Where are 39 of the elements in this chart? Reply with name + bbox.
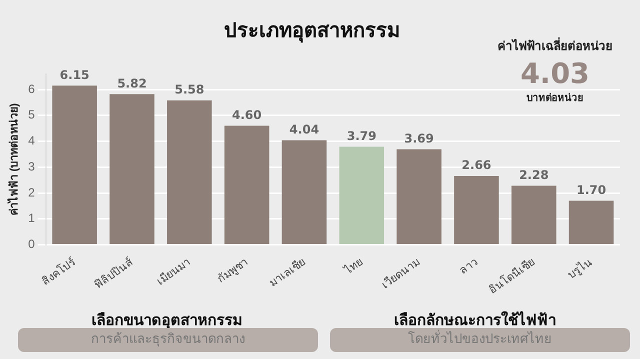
- bar: [52, 86, 97, 244]
- data-label: 6.15: [60, 68, 90, 82]
- text: ค่าไฟฟ้าเฉลี่ยต่อหน่วย: [496, 36, 614, 55]
- bar: [568, 200, 614, 244]
- data-label: 4.04: [289, 122, 320, 136]
- bar: [454, 176, 499, 244]
- y-tick-label: 4: [28, 134, 36, 148]
- y-tick-label: 5: [28, 108, 36, 122]
- y-tick-label: 0: [28, 237, 36, 252]
- bar: [282, 140, 327, 244]
- x-tick-label: บรูไน: [565, 255, 595, 282]
- bar: [110, 94, 154, 244]
- data-label: 3.79: [346, 128, 376, 143]
- data-label: 4.60: [232, 108, 262, 122]
- data-label: 2.66: [462, 158, 492, 172]
- bar: [224, 126, 270, 244]
- bar: [396, 149, 442, 244]
- bar: [511, 186, 556, 244]
- chart-title: ประเภทอุตสาหกรรม: [224, 18, 400, 44]
- data-label: 3.69: [404, 131, 434, 146]
- y-tick-label: 2: [28, 185, 36, 200]
- annotation: บาทต่อหน่วย: [526, 92, 584, 105]
- data-label: 1.70: [576, 182, 606, 197]
- y-tick-label: 6: [28, 82, 36, 96]
- y-axis-title: ค่าไฟฟ้า (บาทต่อหน่วย): [6, 102, 21, 216]
- text: เลือกขนาดอุตสาหกรรม: [90, 310, 244, 331]
- data-label: 5.58: [174, 82, 204, 97]
- bar: [339, 146, 384, 244]
- data-label: 5.82: [117, 76, 147, 90]
- data-label: 2.28: [519, 168, 549, 182]
- y-tick-label: 1: [28, 211, 36, 226]
- x-tick-label: ลาว: [457, 256, 480, 278]
- x-tick-label: ไทย: [341, 255, 366, 278]
- text: โดยทั่วไปของประเทศไทย: [330, 328, 630, 352]
- text: การค้าและธุรกิจขนาดกลาง: [18, 328, 318, 352]
- text: เลือกลักษณะการใช้ไฟฟ้า: [393, 310, 557, 330]
- bar: [167, 100, 212, 244]
- annotation: 4.03: [519, 57, 591, 90]
- y-tick-label: 3: [28, 159, 36, 174]
